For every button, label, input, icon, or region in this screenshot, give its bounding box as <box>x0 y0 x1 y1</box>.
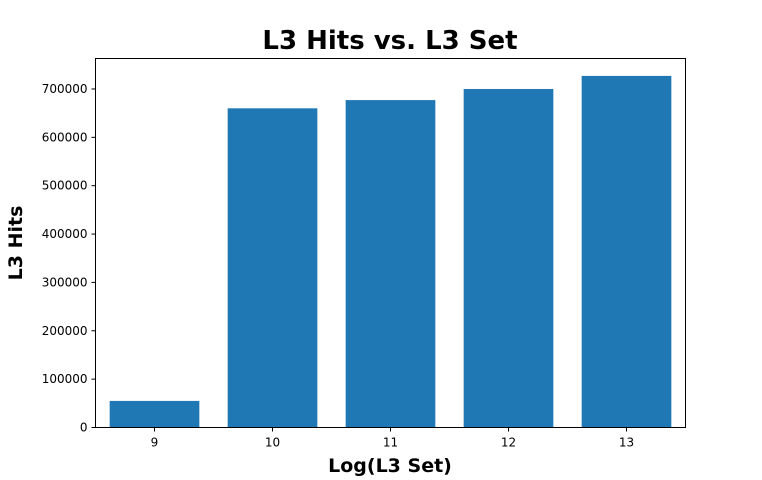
bar-11 <box>345 100 436 428</box>
plot-frame <box>95 58 686 428</box>
x-tick-label: 9 <box>151 436 159 450</box>
x-axis: 9 10 11 12 13 <box>151 427 634 450</box>
bar-10 <box>227 108 318 428</box>
x-tick-label: 10 <box>265 436 280 450</box>
chart-title: L3 Hits vs. L3 Set <box>262 26 517 56</box>
y-tick-label: 300000 <box>42 275 88 289</box>
bar-13 <box>581 75 672 428</box>
y-tick-label: 500000 <box>42 179 88 193</box>
y-tick-label: 200000 <box>42 324 88 338</box>
y-axis: 0 100000 200000 300000 400000 500000 600000 700… <box>42 82 96 435</box>
y-tick-label: 400000 <box>42 227 88 241</box>
x-axis-label: Log(L3 Set) <box>328 455 452 477</box>
x-tick-label: 13 <box>619 436 634 450</box>
x-tick-label: 12 <box>501 436 516 450</box>
bar-12 <box>463 88 554 428</box>
bars-group <box>109 75 672 428</box>
y-tick-label: 700000 <box>42 82 88 96</box>
y-tick-label: 600000 <box>42 130 88 144</box>
y-tick-label: 0 <box>80 421 88 435</box>
x-tick-label: 11 <box>383 436 398 450</box>
y-tick-label: 100000 <box>42 372 88 386</box>
bar-9 <box>109 400 200 428</box>
y-axis-label: L3 Hits <box>5 206 27 281</box>
